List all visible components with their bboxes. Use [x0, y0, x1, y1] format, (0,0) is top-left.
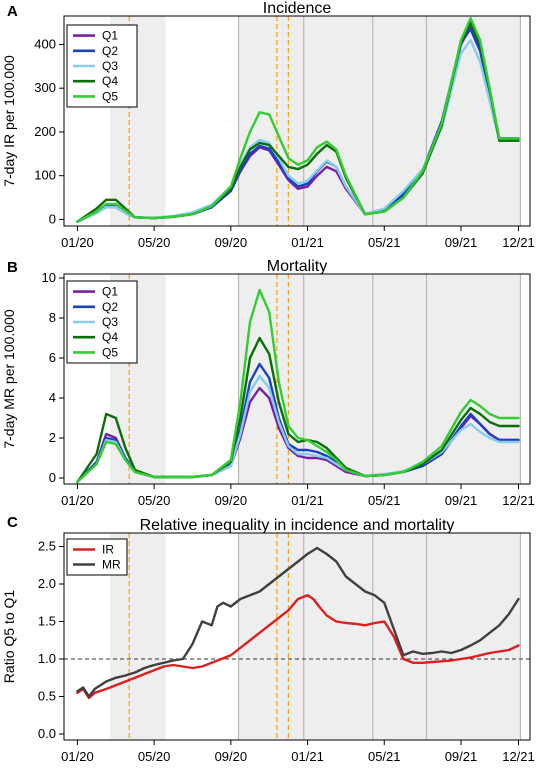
- panel-c-y-tick-label: 1.5: [38, 614, 56, 629]
- panel-a-y-tick-label: 300: [34, 80, 56, 95]
- panel-a-y-tick-label: 200: [34, 124, 56, 139]
- panel-a-x-tick-label: 12/21: [502, 235, 535, 250]
- panel-c-letter: C: [7, 514, 18, 531]
- panel-b-legend-label-q3: Q3: [102, 315, 118, 329]
- panel-c-shaded-band-5: [426, 533, 521, 740]
- panel-a-legend-label-q1: Q1: [102, 29, 118, 43]
- panel-a-series-q5: [76, 17, 520, 223]
- panel-b-x-tick-label: 01/20: [61, 493, 94, 508]
- panel-c-shaded-band-4: [372, 533, 427, 740]
- panel-a-legend-label-q5: Q5: [102, 89, 118, 103]
- panel-c-series-ir: [76, 594, 520, 700]
- panel-a-x-tick-label: 05/20: [138, 235, 171, 250]
- panel-c-x-tick-label: 09/20: [215, 749, 248, 764]
- panel-c-x-tick-label: 01/20: [61, 749, 94, 764]
- panel-b-y-tick-label: 10: [42, 270, 56, 285]
- panel-c-title: Relative inequality in incidence and mor…: [140, 517, 455, 534]
- panel-b-y-tick-label: 2: [49, 430, 56, 445]
- panel-c-x-tick-label: 12/21: [502, 749, 535, 764]
- panel-c: 0.0 0.5 1.0 1.5 2.0 2.5 01/20 05/20 09/20 01/21 05…: [1, 514, 535, 764]
- panel-a-frame: [63, 15, 531, 227]
- panel-c-y-tick-label: 2.0: [38, 576, 56, 591]
- panel-a-legend-label-q2: Q2: [102, 44, 118, 58]
- panel-b-y-tick-label: 6: [49, 350, 56, 365]
- panel-c-legend-label-ir: IR: [102, 543, 114, 557]
- panel-c-y-tick-label: 2.5: [38, 539, 56, 554]
- panel-b-title: Mortality: [267, 258, 327, 275]
- panel-b-x-tick-label: 05/21: [368, 493, 401, 508]
- panel-b-legend-label-q1: Q1: [102, 285, 118, 299]
- panel-b-x-tick-label: 09/20: [215, 493, 248, 508]
- panel-a-x-tick-label: 01/21: [291, 235, 324, 250]
- panel-c-legend-box: [66, 538, 128, 576]
- panel-b-y-tick-label: 4: [49, 390, 56, 405]
- panel-c-x-tick-label: 01/21: [291, 749, 324, 764]
- panel-c-y-tick-label: 1.0: [38, 651, 56, 666]
- panel-c-frame: [63, 532, 531, 741]
- panel-b-legend-label-q5: Q5: [102, 345, 118, 359]
- panel-a-legend-label-q3: Q3: [102, 59, 118, 73]
- panel-a-x-tick-label: 01/20: [61, 235, 94, 250]
- panel-c-x-tick-label: 05/20: [138, 749, 171, 764]
- panel-b-x-tick-label: 05/20: [138, 493, 171, 508]
- panel-a-shaded-band-3: [303, 16, 373, 226]
- panel-c-y-tick-label: 0.0: [38, 726, 56, 741]
- panel-c-shaded-band-2: [238, 533, 304, 740]
- panel-a-x-tick-label: 09/21: [445, 235, 478, 250]
- panel-a-legend-label-q4: Q4: [102, 74, 118, 88]
- panel-a-shaded-band-4: [372, 16, 427, 226]
- panel-c-x-tick-label: 09/21: [445, 749, 478, 764]
- panel-b-y-tick-label: 0: [49, 470, 56, 485]
- panel-b-shaded-band-3: [303, 274, 373, 484]
- panel-b-legend-label-q2: Q2: [102, 300, 118, 314]
- panel-a-y-tick-label: 400: [34, 36, 56, 51]
- panel-b-frame: [63, 273, 531, 485]
- panel-c-legend-label-mr: MR: [102, 558, 121, 572]
- panel-b-x-tick-label: 09/21: [445, 493, 478, 508]
- panel-c-y-axis-label: Ratio Q5 to Q1: [1, 590, 17, 684]
- panel-b-series-q5: [76, 288, 520, 484]
- panel-a-letter: A: [7, 3, 18, 20]
- panel-a-x-tick-label: 09/20: [215, 235, 248, 250]
- panel-c-y-tick-label: 0.5: [38, 689, 56, 704]
- panel-b-shaded-band-4: [372, 274, 427, 484]
- panel-b-y-tick-label: 8: [49, 310, 56, 325]
- panel-a-x-tick-label: 05/21: [368, 235, 401, 250]
- panel-c-x-tick-label: 05/21: [368, 749, 401, 764]
- panel-a-y-tick-label: 0: [49, 211, 56, 226]
- panel-b: 0 2 4 6 8 10 01/20 05/20 09/20 01/21 05/21 09/21 12/…: [1, 258, 535, 508]
- panel-b-x-tick-label: 01/21: [291, 493, 324, 508]
- panel-a-y-axis-label: 7-day IR per 100.000: [1, 55, 17, 187]
- panel-b-letter: B: [7, 259, 18, 276]
- panel-c-shaded-band-3: [303, 533, 373, 740]
- panel-b-x-tick-label: 12/21: [502, 493, 535, 508]
- panel-a: 0 100 200 300 400 01/20 05/20 09/20 01/21 05/21 09…: [1, 0, 535, 250]
- panel-b-legend-label-q4: Q4: [102, 330, 118, 344]
- panel-c-series-mr: [76, 546, 520, 698]
- panel-a-y-tick-label: 100: [34, 168, 56, 183]
- panel-a-title: Incidence: [263, 0, 332, 17]
- panel-b-y-axis-label: 7-day MR per 100.000: [1, 309, 17, 449]
